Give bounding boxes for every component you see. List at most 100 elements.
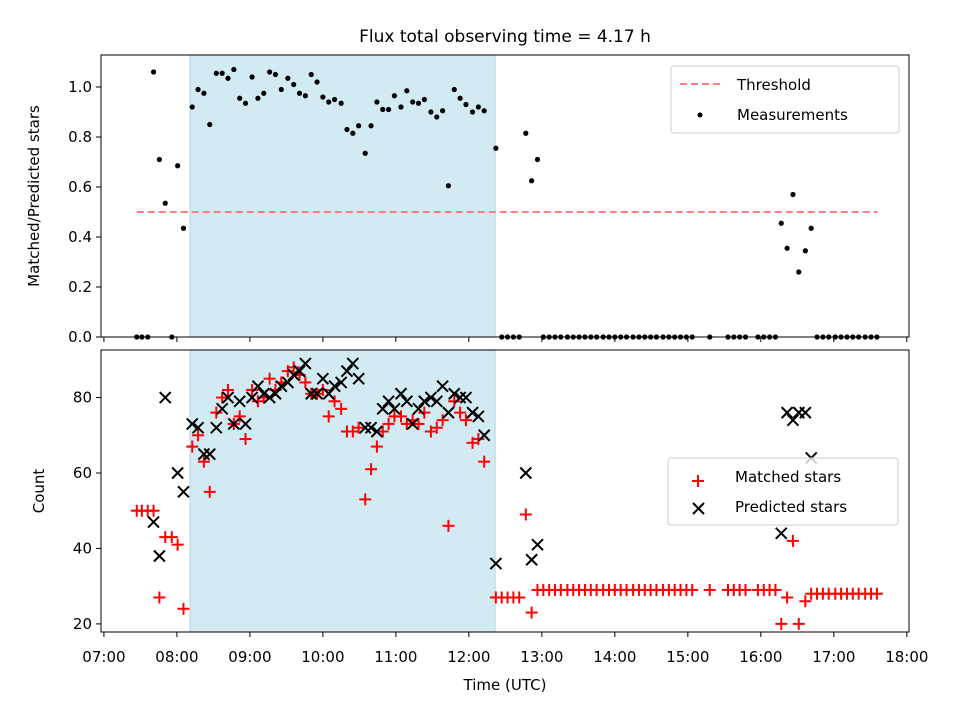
top-y-tick-label: 0.2 xyxy=(68,278,92,296)
measurement-point xyxy=(404,88,410,94)
predicted-star-point xyxy=(388,402,401,416)
x-tick-label: 11:00 xyxy=(374,648,417,666)
x-tick-label: 14:00 xyxy=(593,648,636,666)
legend-predicted-label: Predicted stars xyxy=(735,498,847,516)
x-tick-label: 17:00 xyxy=(812,648,855,666)
matched-star-point xyxy=(412,417,425,430)
predicted-star-point xyxy=(406,417,419,431)
predicted-star-point xyxy=(525,553,538,566)
legend-measurements-swatch xyxy=(697,112,703,118)
predicted-star-point xyxy=(430,395,443,408)
predicted-star-point xyxy=(418,395,431,408)
legend-predicted-swatch xyxy=(692,502,705,515)
measurement-point xyxy=(802,248,808,254)
measurement-point xyxy=(529,178,535,184)
matched-star-point xyxy=(316,383,329,396)
predicted-star-point xyxy=(263,391,276,404)
bottom-panel: 20 40 60 80 07:00 08:00 09:00 10:00 11:00 12:00 1… xyxy=(30,349,928,694)
predicted-star-point xyxy=(382,395,395,408)
matched-star-point xyxy=(239,433,252,446)
predicted-star-point xyxy=(227,417,241,431)
measurement-point xyxy=(255,95,261,101)
bottom-axes-frame xyxy=(100,349,910,633)
measurement-point xyxy=(237,95,243,101)
matched-star-point xyxy=(335,402,348,415)
x-tick-label: 18:00 xyxy=(885,648,928,666)
matched-star-point xyxy=(513,591,526,604)
matched-star-point xyxy=(686,583,699,596)
predicted-star-point xyxy=(210,421,223,434)
x-tick-label: 12:00 xyxy=(447,648,490,666)
predicted-star-point xyxy=(775,527,788,540)
measurements-series xyxy=(134,66,880,340)
matched-star-point xyxy=(370,440,383,453)
bottom-legend: Matched stars Predicted stars xyxy=(667,457,899,526)
measurement-point xyxy=(314,79,320,85)
predicted-star-point xyxy=(281,376,295,389)
predicted-star-point xyxy=(334,376,348,389)
matched-star-point xyxy=(210,406,223,419)
measurement-point xyxy=(175,163,181,169)
measurement-point xyxy=(219,70,225,76)
measurement-point xyxy=(463,101,469,108)
predicted-star-point xyxy=(466,406,479,419)
measurement-point xyxy=(469,109,476,115)
predicted-star-point xyxy=(799,406,812,419)
measurement-point xyxy=(428,109,434,115)
measurement-point xyxy=(410,99,416,105)
legend-measurements-label: Measurements xyxy=(737,106,848,124)
x-tick-label: 16:00 xyxy=(739,648,782,666)
predicted-star-point xyxy=(310,387,324,400)
measurement-point xyxy=(344,126,350,133)
measurement-point xyxy=(350,130,356,136)
measurement-point xyxy=(523,130,529,136)
top-panel: 0.0 0.2 0.4 0.6 0.8 1.0 Matched/Predicted sta… xyxy=(25,54,910,346)
matched-star-point xyxy=(299,376,312,389)
measurement-point xyxy=(451,86,457,93)
measurement-point xyxy=(368,123,374,129)
bottom-y-ticks: 20 40 60 80 xyxy=(73,389,101,633)
measurement-point xyxy=(261,90,267,96)
x-tick-label: 13:00 xyxy=(520,648,563,666)
legend-matched-swatch xyxy=(692,475,704,487)
measurement-point xyxy=(308,71,314,78)
legend-threshold-label: Threshold xyxy=(736,76,811,94)
measurement-point xyxy=(374,99,380,105)
measurement-point xyxy=(201,90,207,96)
measurement-point xyxy=(415,100,422,106)
top-y-tick-label: 0.6 xyxy=(68,178,92,196)
predicted-star-point xyxy=(531,538,544,551)
top-y-tick-label: 0.0 xyxy=(68,328,92,346)
measurement-point xyxy=(302,93,308,99)
bottom-legend-box xyxy=(667,457,899,526)
measurement-point xyxy=(156,156,162,163)
bottom-shaded-span xyxy=(189,349,496,633)
matched-star-point xyxy=(781,591,794,604)
measurement-point xyxy=(150,69,157,75)
predicted-star-point xyxy=(269,387,282,400)
matched-star-point xyxy=(394,410,407,423)
measurement-point xyxy=(391,93,398,99)
predicted-star-point xyxy=(239,417,252,431)
x-tick-label: 08:00 xyxy=(155,648,198,666)
matched-star-point xyxy=(197,455,210,468)
measurement-point xyxy=(231,66,237,73)
matched-star-point xyxy=(233,410,246,423)
measurement-point xyxy=(457,95,463,101)
predicted-star-point xyxy=(424,391,438,404)
predicted-star-point xyxy=(221,391,235,404)
measurement-point xyxy=(320,94,326,100)
measurement-point xyxy=(380,106,386,113)
matched-star-point xyxy=(448,395,461,408)
top-legend: Threshold Measurements xyxy=(670,65,900,134)
predicted-star-point xyxy=(215,402,229,416)
predicted-star-point xyxy=(191,421,205,434)
predicted-star-point xyxy=(780,406,794,419)
matched-star-point xyxy=(525,606,538,619)
predicted-star-point xyxy=(275,380,288,393)
bottom-y-tick-label: 60 xyxy=(73,464,92,482)
measurement-point xyxy=(445,183,452,189)
predicted-star-point xyxy=(394,387,408,400)
top-y-axis-label: Matched/Predicted stars xyxy=(25,105,43,287)
